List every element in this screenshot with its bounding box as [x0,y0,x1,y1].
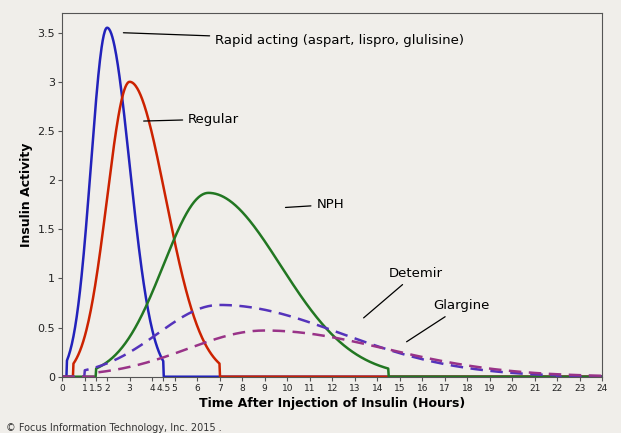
Text: NPH: NPH [286,198,344,211]
Text: Regular: Regular [143,113,239,126]
Text: Rapid acting (aspart, lispro, glulisine): Rapid acting (aspart, lispro, glulisine) [124,33,464,47]
Text: Glargine: Glargine [407,300,490,342]
X-axis label: Time After Injection of Insulin (Hours): Time After Injection of Insulin (Hours) [199,397,465,410]
Text: © Focus Information Technology, Inc. 2015 .: © Focus Information Technology, Inc. 201… [6,423,222,433]
Y-axis label: Insulin Activity: Insulin Activity [20,142,34,247]
Text: Detemir: Detemir [364,267,443,318]
